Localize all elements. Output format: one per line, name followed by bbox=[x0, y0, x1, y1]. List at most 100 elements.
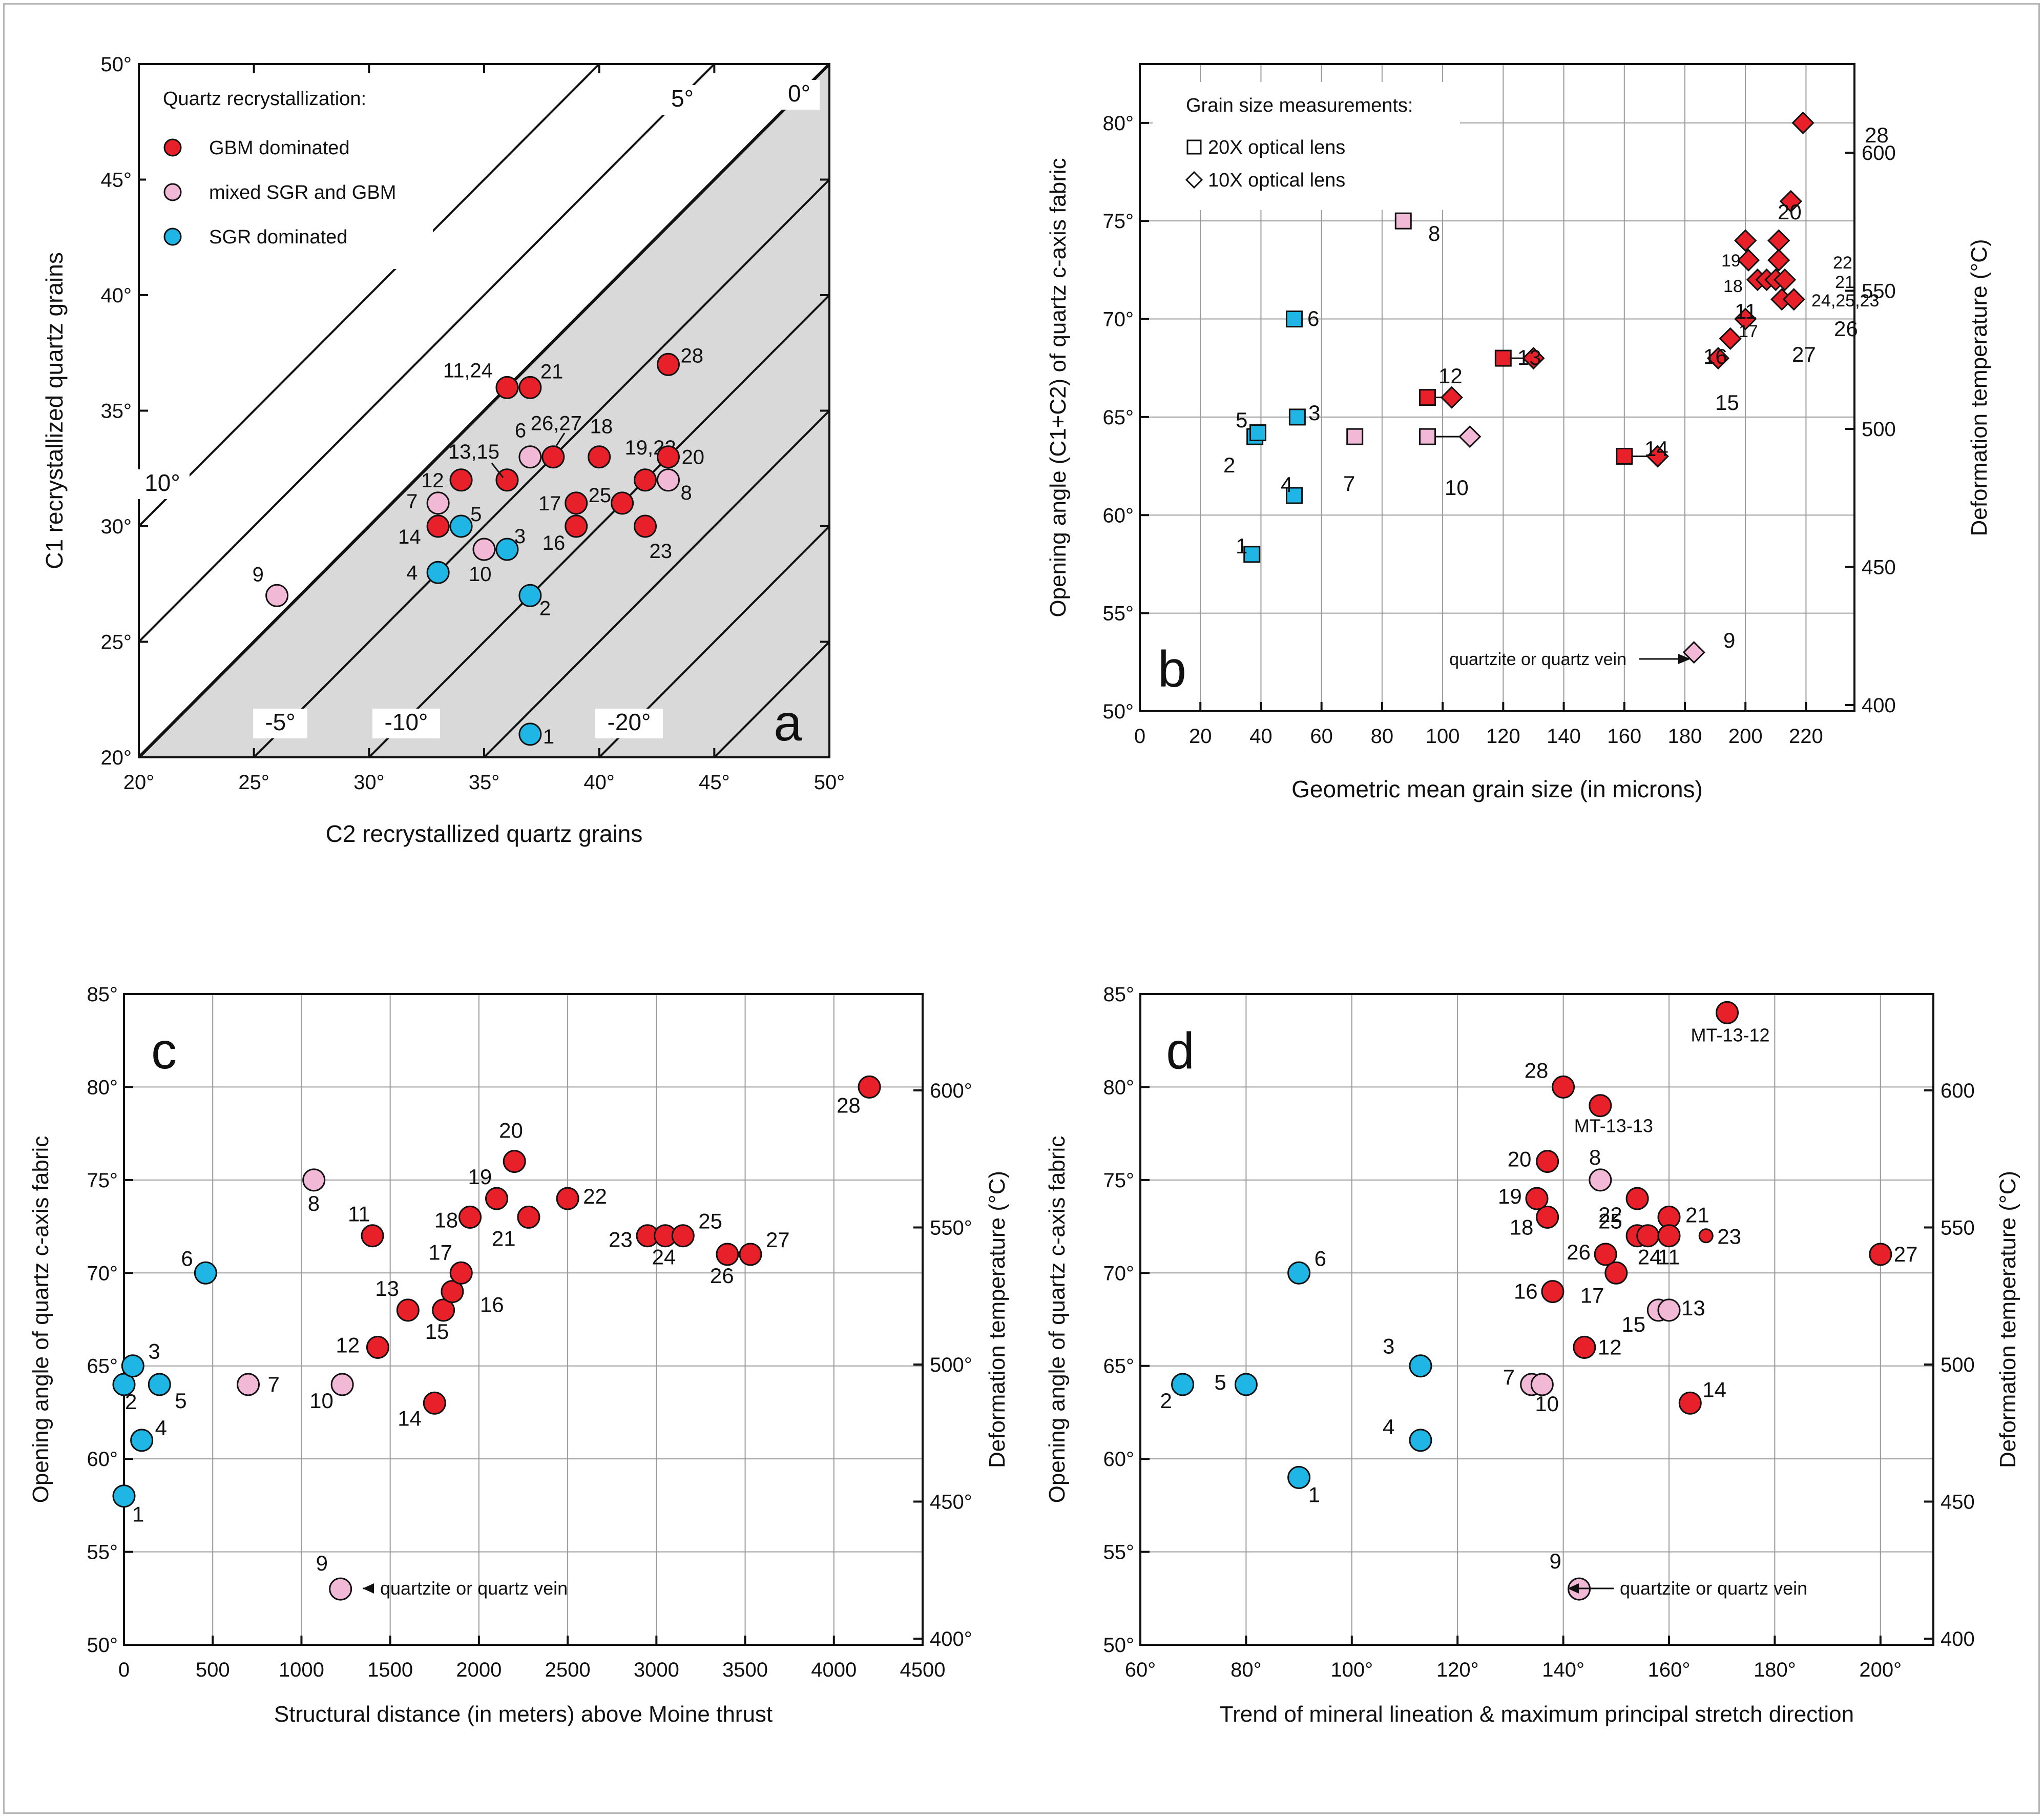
panel-d-point-label: 5 bbox=[1214, 1370, 1226, 1394]
panel-c-y2-tick-label: 550° bbox=[930, 1217, 972, 1239]
panel-d-y-tick-label: 70° bbox=[1103, 1262, 1135, 1285]
panel-d-point-label: 12 bbox=[1598, 1335, 1622, 1359]
panel-d-point-label: 2 bbox=[1160, 1389, 1172, 1413]
panel-a-point-label: 25 bbox=[589, 484, 612, 507]
panel-d-point-label: 9 bbox=[1550, 1549, 1561, 1573]
panel-a-diagonal-line bbox=[713, 641, 830, 758]
panel-b-legend-title: Grain size measurements: bbox=[1186, 95, 1413, 116]
panel-b-point-label: 17 bbox=[1739, 322, 1758, 341]
panel-a-point-label: 20 bbox=[681, 446, 704, 469]
panel-b-square-marker bbox=[1419, 389, 1436, 406]
panel-b-annotation: quartzite or quartz vein bbox=[1449, 650, 1626, 669]
panel-b-square-marker bbox=[1285, 311, 1303, 328]
panel-c-point bbox=[739, 1243, 762, 1266]
panel-a-point-label: 10 bbox=[469, 563, 492, 586]
panel-d-frame bbox=[1139, 993, 1934, 1646]
panel-a-leader-line bbox=[555, 432, 566, 446]
panel-a-legend-title: Quartz recrystallization: bbox=[163, 88, 366, 110]
panel-c-point bbox=[556, 1187, 579, 1210]
panel-b-y2-tick-label: 450 bbox=[1862, 556, 1896, 579]
panel-a-leader-line bbox=[491, 463, 504, 478]
panel-d-y-tick-label: 65° bbox=[1103, 1355, 1135, 1378]
panel-a-diagonal-line bbox=[253, 179, 830, 758]
panel-b-diamond-marker bbox=[1779, 190, 1802, 213]
panel-a-point-label: 6 bbox=[515, 420, 526, 442]
panel-b-point-label: 10 bbox=[1445, 476, 1469, 500]
panel-c-x-tick-label: 4500 bbox=[900, 1659, 946, 1681]
panel-b-square-marker bbox=[1494, 349, 1512, 367]
panel-c-point-label: 10 bbox=[309, 1389, 333, 1413]
panel-a-point-label: 9 bbox=[253, 563, 264, 586]
panel-b-point-label: 1 bbox=[1236, 534, 1247, 558]
panel-b-square-marker bbox=[1249, 424, 1267, 442]
panel-d-point bbox=[1287, 1261, 1311, 1285]
panel-b-y-tick-label: 75° bbox=[1103, 210, 1134, 233]
panel-a-y-tick-label: 35° bbox=[101, 400, 132, 423]
panel-c-point bbox=[432, 1298, 455, 1322]
panel-b-point-label: 7 bbox=[1343, 471, 1355, 495]
panel-c-point bbox=[716, 1243, 739, 1266]
panel-d-point bbox=[1409, 1429, 1432, 1452]
panel-c-y-tick-label: 55° bbox=[87, 1541, 118, 1564]
panel-c-y2-tick-label: 600° bbox=[930, 1080, 972, 1102]
panel-c-y-tick-label: 65° bbox=[87, 1355, 118, 1378]
panel-a-point-label: 7 bbox=[406, 490, 418, 513]
panel-d-y2-tick-label: 550 bbox=[1941, 1217, 1975, 1239]
panel-b-point-label: 14 bbox=[1644, 437, 1668, 461]
panel-d-y2-tick-label: 400 bbox=[1941, 1628, 1975, 1650]
panel-d-point bbox=[1287, 1465, 1311, 1489]
panel-b-x-tick-label: 20 bbox=[1189, 725, 1212, 748]
panel-c-annotation: quartzite or quartz vein bbox=[380, 1578, 568, 1599]
panel-d-point-label: 26 bbox=[1567, 1240, 1591, 1264]
panel-b-letter: b bbox=[1158, 641, 1186, 698]
panel-a-point-label: 13,15 bbox=[448, 441, 499, 463]
panel-b-x-tick-label: 40 bbox=[1249, 725, 1273, 748]
panel-b-point-label: 5 bbox=[1236, 408, 1247, 432]
panel-c-point-label: 16 bbox=[480, 1293, 504, 1317]
panel-d-point-label: 6 bbox=[1315, 1246, 1326, 1270]
panel-d-letter: d bbox=[1166, 1022, 1195, 1080]
panel-a-point-label: 21 bbox=[540, 360, 564, 383]
panel-c-point-label: 9 bbox=[316, 1551, 328, 1575]
panel-b-point-label: 26 bbox=[1834, 317, 1858, 341]
panel-c-point bbox=[194, 1261, 217, 1285]
panel-c-point-label: 5 bbox=[175, 1389, 186, 1413]
panel-b-point-label: 22 bbox=[1833, 253, 1852, 273]
panel-a-point-label: 4 bbox=[406, 562, 418, 584]
panel-d-point bbox=[1604, 1261, 1628, 1285]
panel-a-point bbox=[588, 445, 611, 469]
panel-a-point bbox=[472, 538, 496, 561]
panel-c-x-tick-label: 4000 bbox=[811, 1659, 857, 1681]
panel-d-point-label: MT-13-13 bbox=[1574, 1115, 1653, 1137]
panel-c-x-tick-label: 2000 bbox=[456, 1659, 502, 1681]
panel-c-x-tick-label: 0 bbox=[118, 1659, 130, 1681]
panel-d-point bbox=[1625, 1187, 1649, 1210]
panel-b-legend-label: 10X optical lens bbox=[1208, 170, 1345, 191]
panel-b-point-label: 4 bbox=[1281, 472, 1292, 497]
panel-a-diagonal-label-bg bbox=[135, 469, 190, 499]
panel-d-y-tick-label: 80° bbox=[1103, 1076, 1135, 1099]
panel-c-point bbox=[485, 1187, 509, 1210]
panel-b-point-label: 24,25,23 bbox=[1811, 291, 1879, 311]
panel-c-y-tick-label: 70° bbox=[87, 1262, 118, 1285]
panel-c-point bbox=[130, 1429, 154, 1452]
panel-c-frame bbox=[123, 993, 924, 1646]
panel-b-annotation-arrowhead bbox=[1678, 654, 1691, 664]
panel-c-annotation-arrowhead bbox=[363, 1583, 374, 1594]
panel-b-square-marker bbox=[1243, 546, 1261, 563]
panel-b-diamond-marker bbox=[1522, 346, 1545, 370]
panel-b-diamond-marker bbox=[1767, 249, 1790, 272]
panel-d-y-tick-label: 85° bbox=[1103, 983, 1135, 1006]
panel-d-x-tick-label: 120° bbox=[1436, 1659, 1479, 1681]
panel-a-legend-bg-2 bbox=[389, 138, 430, 251]
panel-a-diagonal-line bbox=[138, 63, 600, 527]
panel-c-point-label: 25 bbox=[698, 1209, 722, 1233]
panel-d-point bbox=[1678, 1391, 1702, 1415]
panel-a-y-axis-title: C1 recrystallized quartz grains bbox=[41, 252, 68, 569]
panel-a-point-label: 23 bbox=[650, 540, 673, 563]
panel-a-point-label: 1 bbox=[543, 726, 554, 748]
panel-c-point bbox=[503, 1150, 526, 1173]
panel-b-point-label: 11 bbox=[1735, 299, 1757, 323]
panel-b-point-label: 8 bbox=[1428, 221, 1440, 245]
panel-a-point bbox=[495, 376, 519, 399]
